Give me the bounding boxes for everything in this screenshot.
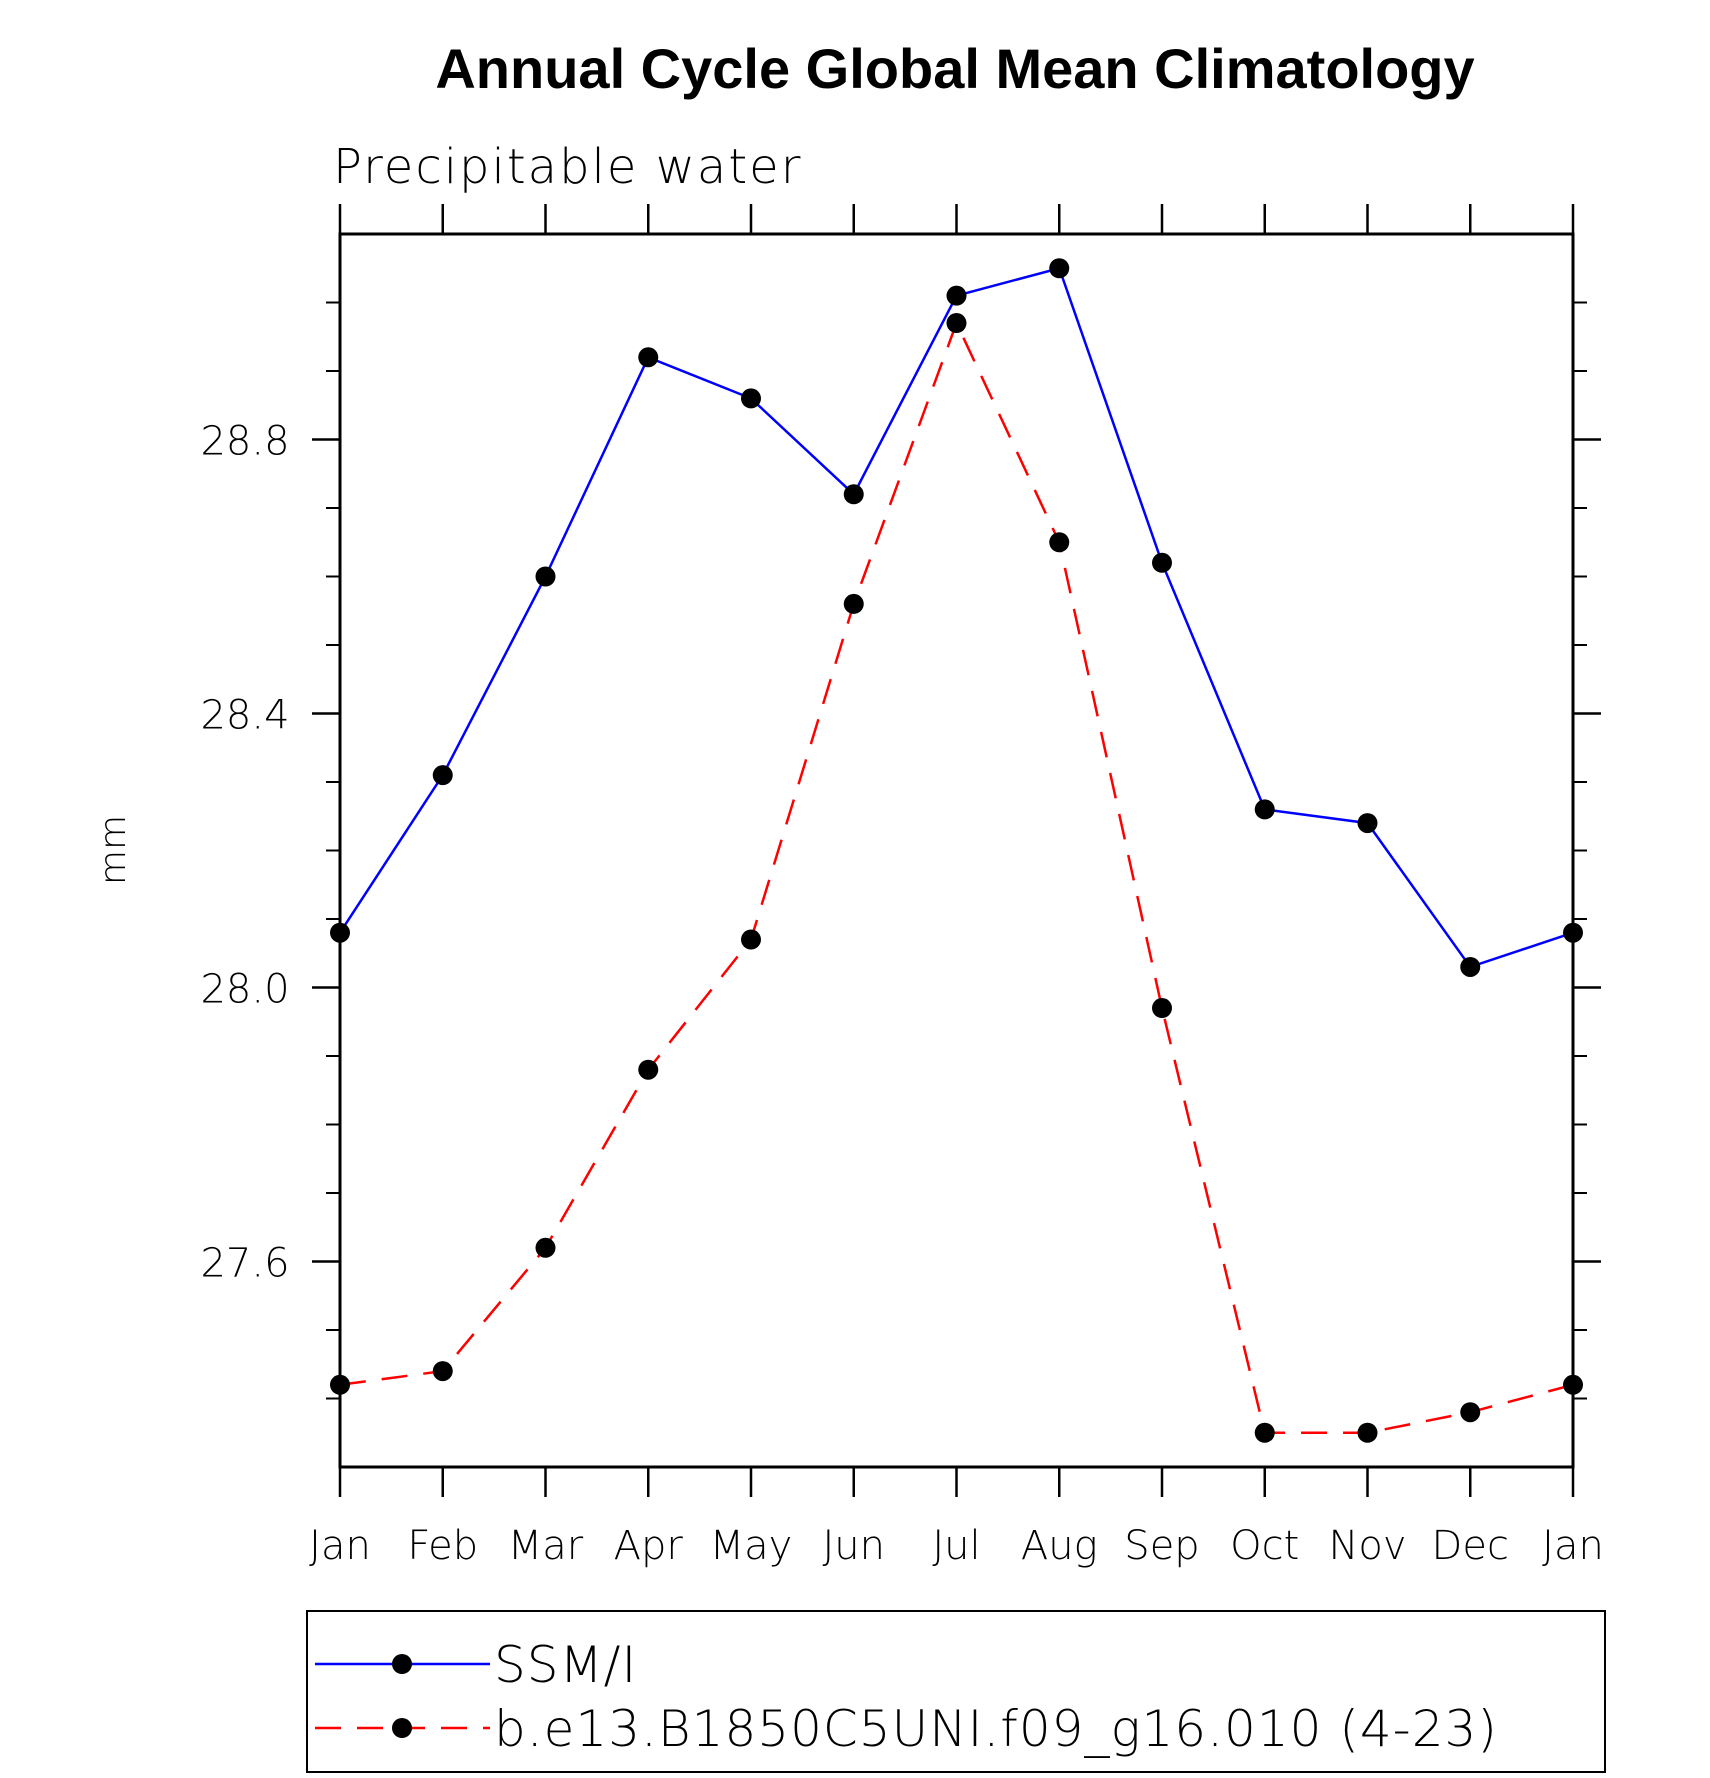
series-1-point xyxy=(1152,998,1172,1019)
x-tick-label: Feb xyxy=(407,1523,478,1569)
series-line-1 xyxy=(339,319,1574,1434)
series-0-point xyxy=(1254,799,1275,820)
legend: SSM/I b.e13.B1850C5UNI.f09_g16.010 (4-23) xyxy=(315,1636,1498,1758)
legend-box xyxy=(306,1610,1606,1773)
chart-title: Annual Cycle Global Mean Climatology xyxy=(435,37,1474,100)
y-tick-label: 28.0 xyxy=(200,967,289,1013)
x-tick-label: Dec xyxy=(1432,1523,1509,1569)
y-tick-labels: 27.6 28.0 28.4 28.8 xyxy=(200,419,289,1287)
series-1-point xyxy=(946,313,967,334)
x-tick-label: Apr xyxy=(614,1523,684,1569)
series-1-point xyxy=(1049,532,1070,553)
y-tick-label: 28.8 xyxy=(200,419,289,465)
series-0-point xyxy=(330,922,350,943)
legend-label-0: SSM/I xyxy=(494,1636,637,1694)
series-1-point xyxy=(638,1059,659,1080)
series-0-point xyxy=(1460,956,1481,977)
series-1-point xyxy=(741,929,761,950)
series-1-point xyxy=(1563,1374,1583,1395)
y-tick-label: 28.4 xyxy=(200,693,289,739)
series-0-point xyxy=(1049,258,1070,279)
series-1-point xyxy=(535,1237,556,1258)
x-tick-label: Oct xyxy=(1230,1523,1299,1569)
series-0-point xyxy=(638,347,659,368)
series-0-point xyxy=(1563,922,1583,943)
legend-marker-1 xyxy=(392,1718,412,1738)
series-0-point xyxy=(843,484,864,505)
x-tick-label: Sep xyxy=(1124,1523,1199,1569)
series-layer xyxy=(330,258,1583,1443)
series-1-point xyxy=(1357,1422,1378,1443)
series-1-point xyxy=(1254,1422,1275,1443)
series-1-point xyxy=(843,593,864,614)
x-tick-label: Jul xyxy=(932,1523,980,1569)
series-0-point xyxy=(1357,813,1378,834)
series-0-point xyxy=(1152,552,1172,573)
x-tick-label: Jun xyxy=(823,1523,886,1569)
x-tick-label: Aug xyxy=(1021,1523,1098,1569)
x-tick-label: May xyxy=(710,1523,793,1569)
x-tick-labels: Jan Feb Mar Apr May Jun Jul Aug Sep Oct Nov Dec Jan xyxy=(309,1523,1604,1569)
legend-marker-0 xyxy=(392,1654,412,1674)
y-tick-label: 27.6 xyxy=(200,1241,289,1287)
series-1-point xyxy=(1460,1402,1481,1423)
y-axis-label: mm xyxy=(93,815,134,885)
series-0-point xyxy=(535,566,556,587)
x-tick-label: Mar xyxy=(508,1523,584,1569)
x-tick-label: Jan xyxy=(1542,1523,1604,1569)
series-1-point xyxy=(330,1374,350,1395)
x-tick-label: Nov xyxy=(1328,1523,1406,1569)
series-line-0 xyxy=(338,266,1574,969)
axis-ticks xyxy=(312,204,1601,1497)
legend-label-1: b.e13.B1850C5UNI.f09_g16.010 (4-23) xyxy=(494,1700,1498,1758)
series-0-point xyxy=(946,285,967,306)
series-1-point xyxy=(432,1361,453,1382)
series-0-point xyxy=(432,765,453,786)
x-tick-label: Jan xyxy=(309,1523,371,1569)
series-0-point xyxy=(741,388,761,409)
chart-subtitle: Precipitable water xyxy=(333,139,802,195)
